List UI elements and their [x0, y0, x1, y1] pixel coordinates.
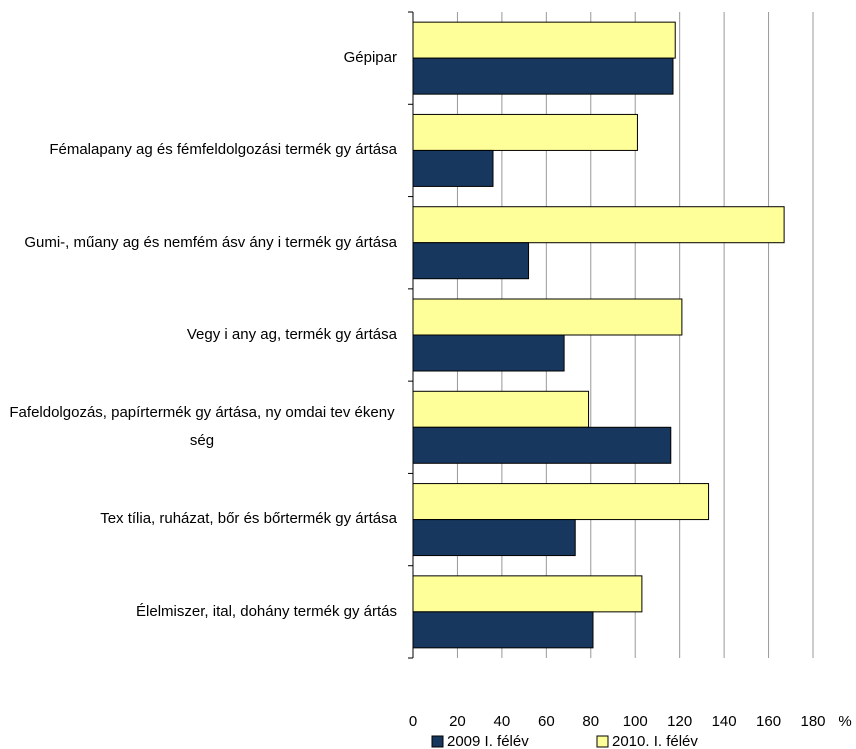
- legend-swatch: [431, 735, 444, 748]
- y-tick-label: Tex tília, ruházat, bőr és bőrtermék gy …: [100, 510, 397, 528]
- bar: [412, 149, 494, 187]
- y-tick-label: Élelmiszer, ital, dohány termék gy ártás: [136, 602, 397, 620]
- bar: [412, 206, 785, 244]
- x-tick-label: 100: [623, 713, 648, 730]
- x-tick-label: 0: [409, 713, 417, 730]
- y-tick-label: Vegy i any ag, termék gy ártása: [186, 325, 397, 343]
- bar: [412, 298, 683, 336]
- category-label-box: Tex tília, ruházat, bőr és bőrtermék gy …: [100, 473, 397, 565]
- category-label-box: Fémalapany ag és fémfeldolgozási termék …: [49, 104, 397, 196]
- x-unit: %: [838, 713, 851, 730]
- x-tick-label: 80: [582, 713, 599, 730]
- bar: [412, 611, 594, 649]
- category-label-box: Fafeldolgozás, papírtermék gy ártása, ny…: [7, 381, 397, 473]
- y-tick-label: Fémalapany ag és fémfeldolgozási termék …: [49, 141, 397, 159]
- x-tick-label: 120: [667, 713, 692, 730]
- y-tick-label: Gépipar: [343, 49, 397, 66]
- x-tick-label: 140: [712, 713, 737, 730]
- category-label-box: Vegy i any ag, termék gy ártása: [187, 289, 397, 381]
- x-tick-label: 160: [756, 713, 781, 730]
- bar: [412, 113, 638, 151]
- y-tick-label: Fafeldolgozás, papírtermék gy ártása, ny…: [9, 404, 395, 450]
- bar: [412, 519, 576, 557]
- bar: [412, 390, 590, 428]
- category-label-box: Gépipar: [344, 12, 397, 104]
- bar: [412, 334, 565, 372]
- legend-swatch: [596, 735, 609, 748]
- bar: [412, 242, 530, 280]
- category-label-box: Gumi-, műany ag és nemfém ásv ány i term…: [24, 197, 397, 289]
- x-tick-label: 20: [449, 713, 466, 730]
- bar: [412, 483, 710, 521]
- y-tick-label: Gumi-, műany ag és nemfém ásv ány i term…: [24, 233, 397, 251]
- bar: [412, 575, 643, 613]
- legend-label: 2009 I. félév: [447, 733, 529, 749]
- category-label-box: Élelmiszer, ital, dohány termék gy ártás: [136, 566, 397, 658]
- x-tick-label: 40: [494, 713, 511, 730]
- bar: [412, 21, 676, 59]
- legend-label: 2010. I. félév: [612, 733, 698, 749]
- bar: [412, 426, 672, 464]
- x-tick-label: 60: [538, 713, 555, 730]
- x-tick-label: 180: [800, 713, 825, 730]
- bar: [412, 57, 674, 95]
